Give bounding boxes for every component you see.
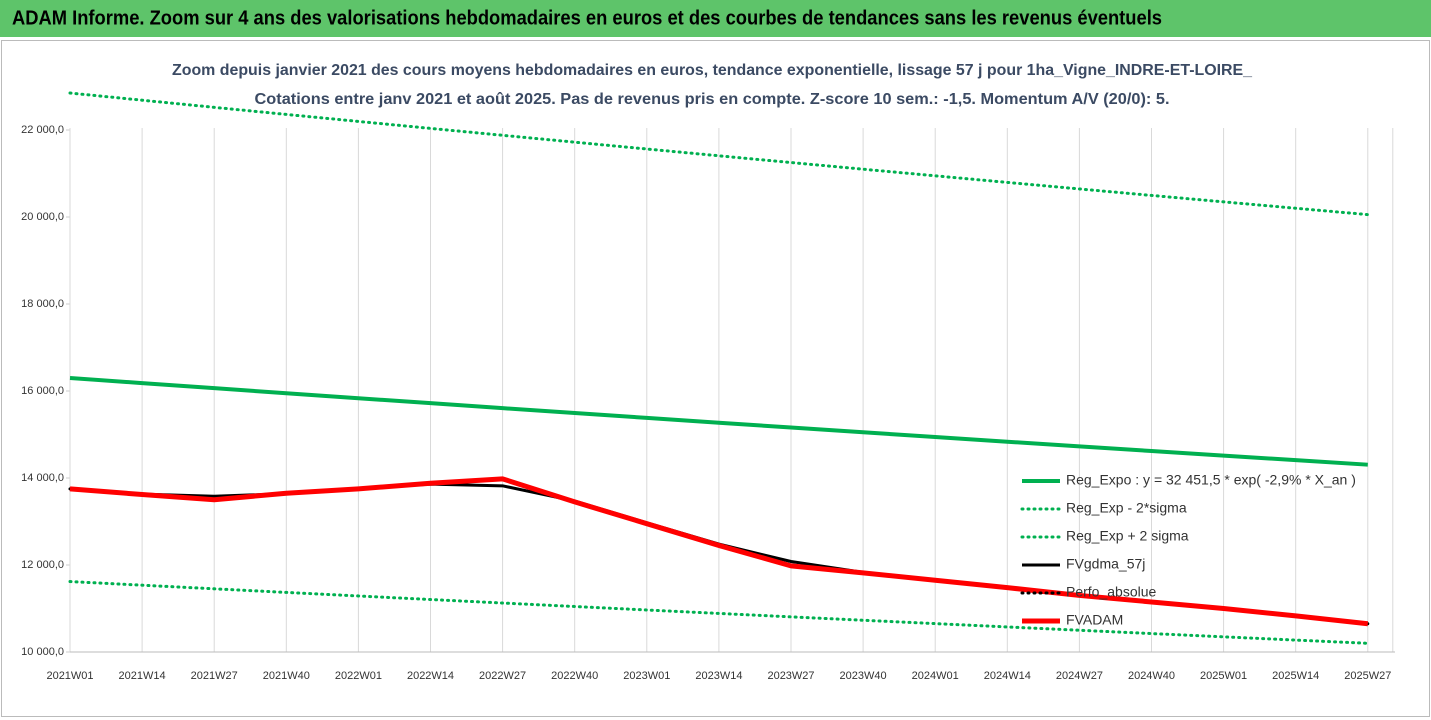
x-tick-label: 2025W27 — [1344, 670, 1391, 682]
x-tick-label: 2024W14 — [984, 670, 1031, 682]
y-tick-label: 16 000,0 — [21, 385, 64, 397]
x-tick-label: 2022W01 — [335, 670, 382, 682]
x-tick-label: 2022W27 — [479, 670, 526, 682]
series-line — [68, 91, 1370, 217]
y-tick-label: 14 000,0 — [21, 472, 64, 484]
y-tick-label: 12 000,0 — [21, 559, 64, 571]
x-tick-label: 2024W40 — [1128, 670, 1175, 682]
series-line — [69, 375, 1368, 467]
y-tick-label: 22 000,0 — [21, 124, 64, 136]
x-tick-label: 2023W27 — [767, 670, 814, 682]
legend-label: Perfo_absolue — [1066, 584, 1157, 600]
legend-label: FVADAM — [1066, 612, 1123, 628]
x-tick-label: 2023W01 — [623, 670, 670, 682]
page-title: ADAM Informe. Zoom sur 4 ans des valoris… — [12, 7, 1162, 29]
chart-subtitle: Zoom depuis janvier 2021 des cours moyen… — [172, 62, 1253, 79]
legend-label: Reg_Exp - 2*sigma — [1066, 500, 1187, 516]
x-tick-label: 2022W40 — [551, 670, 598, 682]
x-tick-label: 2023W14 — [695, 670, 742, 682]
x-tick-label: 2024W27 — [1056, 670, 1103, 682]
x-tick-label: 2025W14 — [1272, 670, 1319, 682]
x-tick-label: 2021W27 — [191, 670, 238, 682]
series-line — [69, 476, 1369, 627]
legend-label: FVgdma_57j — [1066, 556, 1145, 572]
chart-border — [1, 40, 1430, 717]
x-tick-label: 2025W01 — [1200, 670, 1247, 682]
x-tick-label: 2021W14 — [119, 670, 166, 682]
title-banner — [0, 0, 1431, 37]
x-tick-label: 2021W01 — [46, 670, 93, 682]
legend-label: Reg_Expo : y = 32 451,5 * exp( -2,9% * X… — [1066, 472, 1356, 488]
y-tick-label: 20 000,0 — [21, 211, 64, 223]
x-tick-label: 2024W01 — [912, 670, 959, 682]
x-tick-label: 2022W14 — [407, 670, 454, 682]
x-tick-label: 2021W40 — [263, 670, 310, 682]
legend-label: Reg_Exp + 2 sigma — [1066, 528, 1189, 544]
series-line — [68, 580, 1370, 645]
chart-subtitle: Cotations entre janv 2021 et août 2025. … — [255, 91, 1170, 108]
x-tick-label: 2023W40 — [840, 670, 887, 682]
y-tick-label: 18 000,0 — [21, 298, 64, 310]
y-tick-label: 10 000,0 — [21, 646, 64, 658]
